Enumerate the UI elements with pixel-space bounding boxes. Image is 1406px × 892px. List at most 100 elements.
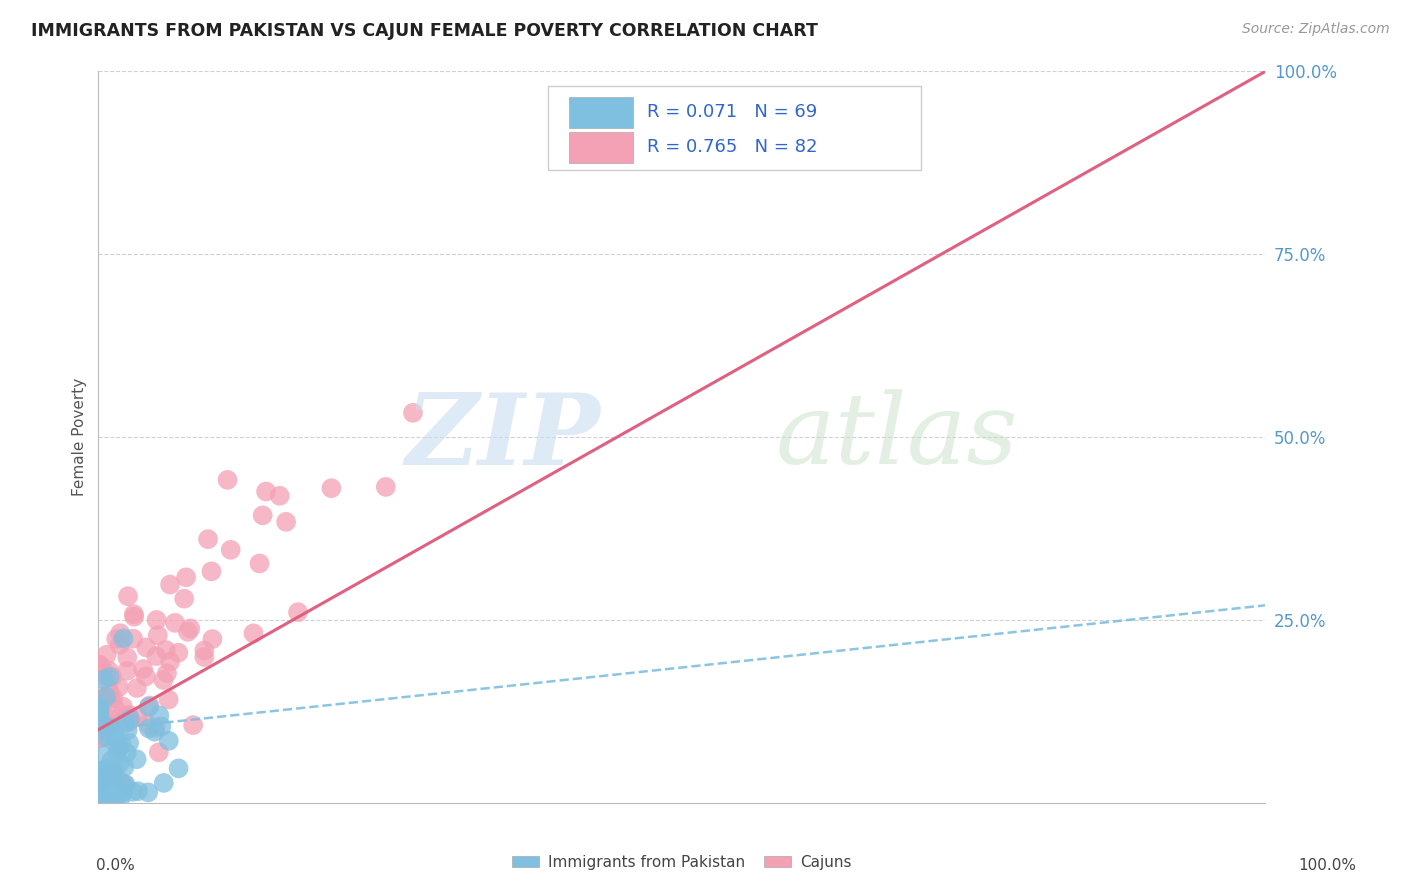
- Point: [179, 621, 201, 635]
- Point: [97, 761, 120, 775]
- Point: [115, 709, 138, 723]
- Point: [114, 777, 136, 791]
- Point: [101, 777, 124, 791]
- Point: [97, 775, 120, 789]
- Point: [105, 784, 128, 798]
- Point: [122, 607, 145, 622]
- Point: [136, 785, 159, 799]
- Point: [155, 643, 177, 657]
- Point: [91, 784, 114, 798]
- Point: [111, 699, 134, 714]
- Point: [152, 776, 174, 790]
- Point: [159, 655, 181, 669]
- Point: [125, 681, 148, 695]
- Point: [94, 791, 117, 805]
- Point: [91, 731, 114, 745]
- Point: [93, 770, 115, 784]
- Point: [121, 785, 143, 799]
- Point: [173, 591, 195, 606]
- Point: [120, 712, 142, 726]
- Point: [97, 683, 120, 698]
- Point: [100, 767, 122, 781]
- Point: [193, 650, 215, 665]
- Point: [93, 763, 115, 777]
- Point: [287, 605, 309, 619]
- Point: [90, 667, 112, 681]
- FancyBboxPatch shape: [568, 132, 633, 163]
- Point: [219, 542, 242, 557]
- Point: [108, 773, 131, 788]
- Point: [174, 570, 197, 584]
- Point: [96, 690, 118, 704]
- Point: [374, 480, 396, 494]
- Point: [104, 702, 127, 716]
- Text: IMMIGRANTS FROM PAKISTAN VS CAJUN FEMALE POVERTY CORRELATION CHART: IMMIGRANTS FROM PAKISTAN VS CAJUN FEMALE…: [31, 22, 818, 40]
- Point: [136, 717, 159, 731]
- Point: [148, 745, 170, 759]
- Point: [97, 692, 120, 706]
- Point: [104, 790, 127, 805]
- Point: [94, 691, 117, 706]
- Point: [96, 720, 118, 734]
- Point: [101, 790, 124, 805]
- Point: [98, 728, 121, 742]
- Point: [105, 731, 128, 746]
- Point: [201, 632, 224, 646]
- Point: [98, 712, 121, 726]
- Point: [101, 670, 124, 684]
- Point: [98, 670, 121, 684]
- Point: [107, 745, 129, 759]
- Point: [89, 774, 111, 789]
- Point: [108, 756, 131, 771]
- Point: [89, 770, 111, 784]
- Point: [122, 632, 145, 646]
- Point: [115, 746, 138, 760]
- Point: [90, 712, 112, 726]
- Point: [145, 613, 167, 627]
- Point: [167, 761, 190, 775]
- Point: [100, 771, 122, 785]
- Point: [107, 680, 129, 694]
- Point: [103, 724, 125, 739]
- FancyBboxPatch shape: [568, 97, 633, 128]
- Text: ZIP: ZIP: [405, 389, 600, 485]
- Point: [249, 557, 271, 571]
- Point: [138, 699, 160, 714]
- Point: [200, 565, 222, 579]
- Point: [118, 714, 141, 729]
- Text: R = 0.765   N = 82: R = 0.765 N = 82: [647, 138, 817, 156]
- Point: [127, 784, 149, 798]
- Point: [91, 748, 114, 763]
- Point: [157, 692, 180, 706]
- Point: [252, 508, 274, 523]
- Point: [89, 789, 111, 804]
- Point: [90, 710, 112, 724]
- Y-axis label: Female Poverty: Female Poverty: [72, 378, 87, 496]
- Point: [91, 663, 114, 677]
- Point: [94, 730, 117, 744]
- Point: [108, 626, 131, 640]
- Point: [217, 473, 239, 487]
- Point: [146, 628, 169, 642]
- Point: [91, 772, 114, 786]
- Point: [93, 673, 115, 687]
- Point: [108, 638, 131, 652]
- Point: [98, 783, 121, 797]
- Point: [143, 724, 166, 739]
- Point: [105, 632, 128, 646]
- Point: [122, 609, 145, 624]
- Point: [103, 766, 125, 780]
- Text: 100.0%: 100.0%: [1299, 858, 1357, 873]
- Point: [157, 733, 180, 747]
- FancyBboxPatch shape: [548, 86, 921, 170]
- Point: [111, 785, 134, 799]
- Point: [118, 736, 141, 750]
- Point: [103, 691, 125, 706]
- Point: [111, 739, 134, 753]
- Point: [242, 626, 264, 640]
- Point: [114, 716, 136, 731]
- Point: [148, 708, 170, 723]
- Point: [138, 722, 160, 736]
- Point: [89, 658, 111, 673]
- Point: [159, 577, 181, 591]
